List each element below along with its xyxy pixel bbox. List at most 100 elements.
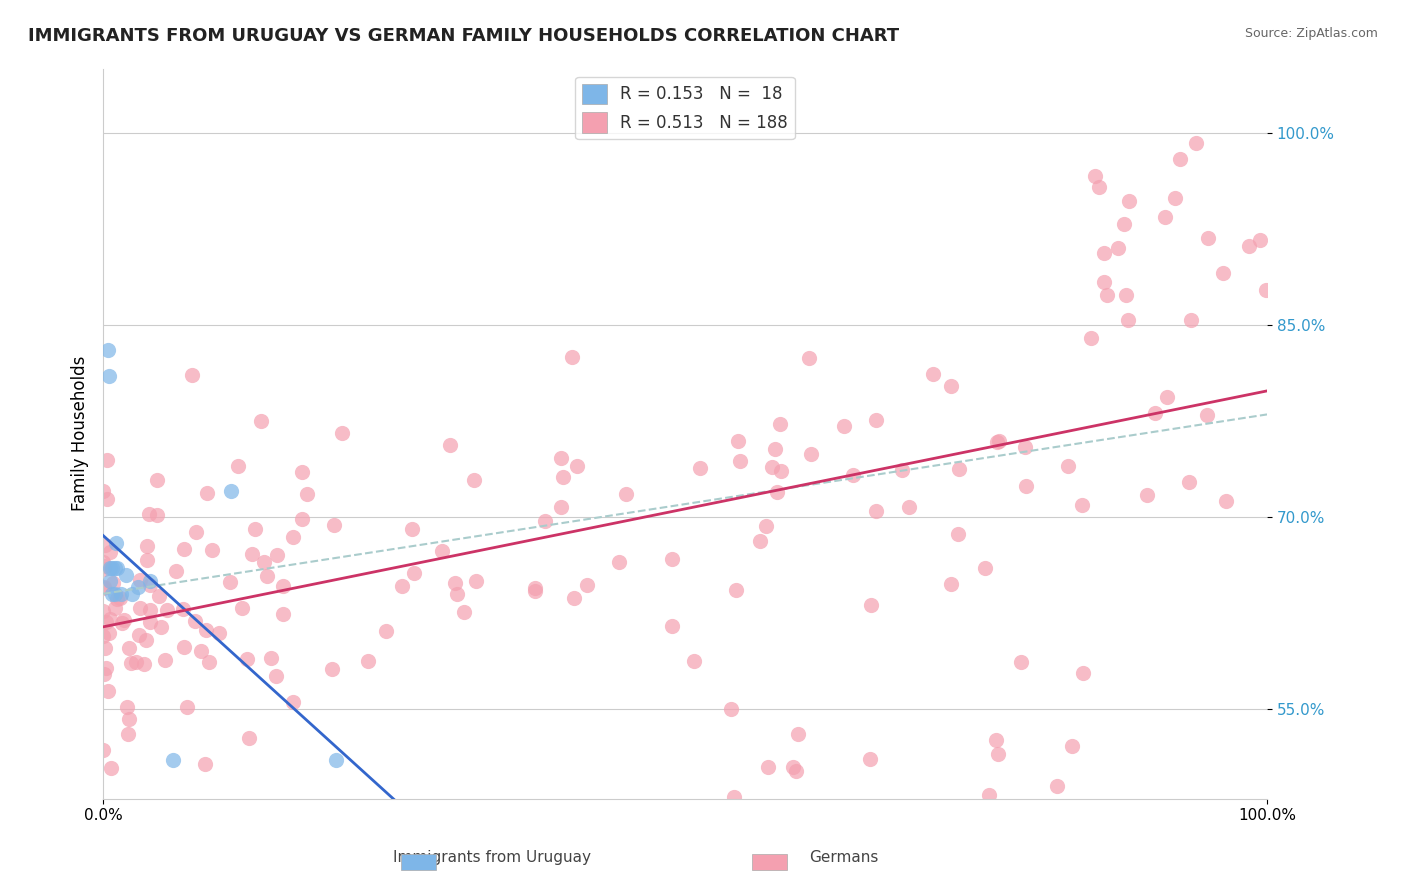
Point	[614, 486, 637, 500]
Point	[105, 591, 128, 606]
Point	[98, 545, 121, 559]
Point	[198, 655, 221, 669]
Point	[98, 625, 121, 640]
Point	[787, 727, 810, 741]
Point	[661, 552, 683, 566]
Point	[139, 615, 162, 629]
Point	[523, 584, 546, 599]
Point	[898, 500, 921, 515]
Point	[689, 460, 711, 475]
Point	[1070, 498, 1092, 512]
Point	[121, 587, 143, 601]
Point	[136, 552, 159, 566]
Point	[402, 566, 425, 580]
Legend: R = 0.153   N =  18, R = 0.513   N = 188: R = 0.153 N = 18, R = 0.513 N = 188	[575, 77, 794, 139]
Point	[533, 514, 555, 528]
Point	[100, 760, 122, 774]
Point	[1185, 136, 1208, 150]
Point	[1092, 275, 1115, 289]
Point	[321, 662, 343, 676]
Point	[1168, 152, 1191, 166]
Point	[219, 575, 242, 590]
Point	[150, 620, 173, 634]
Point	[1015, 478, 1038, 492]
Text: Source: ZipAtlas.com: Source: ZipAtlas.com	[1244, 27, 1378, 40]
Point	[891, 463, 914, 477]
Point	[96, 452, 118, 467]
Point	[439, 438, 461, 452]
Point	[240, 547, 263, 561]
Point	[984, 733, 1007, 747]
Point	[607, 555, 630, 569]
Point	[94, 615, 117, 629]
Point	[724, 582, 747, 597]
Point	[1056, 459, 1078, 474]
Point	[797, 351, 820, 365]
Point	[136, 539, 159, 553]
Point	[260, 651, 283, 665]
Point	[727, 434, 749, 448]
Point	[135, 633, 157, 648]
Point	[172, 602, 194, 616]
Point	[946, 527, 969, 541]
Point	[219, 484, 242, 499]
Point	[256, 569, 278, 583]
Point	[1073, 666, 1095, 681]
Point	[236, 652, 259, 666]
Point	[271, 579, 294, 593]
Point	[323, 518, 346, 533]
Point	[748, 533, 770, 548]
Point	[987, 747, 1010, 761]
Point	[91, 743, 114, 757]
Point	[146, 508, 169, 523]
Point	[524, 582, 547, 596]
Point	[162, 753, 184, 767]
Point	[576, 578, 599, 592]
Point	[201, 543, 224, 558]
Point	[1197, 408, 1219, 422]
Point	[860, 598, 883, 612]
Point	[117, 699, 139, 714]
Point	[922, 367, 945, 381]
Point	[1180, 312, 1202, 326]
Point	[766, 484, 789, 499]
Point	[859, 752, 882, 766]
Point	[231, 601, 253, 615]
Point	[253, 555, 276, 569]
Point	[1143, 406, 1166, 420]
Point	[325, 753, 347, 767]
Point	[1046, 779, 1069, 793]
Y-axis label: Family Households: Family Households	[72, 356, 89, 511]
Point	[283, 695, 305, 709]
Point	[1136, 488, 1159, 502]
Point	[195, 624, 218, 638]
Point	[146, 473, 169, 487]
Point	[357, 654, 380, 668]
Point	[153, 653, 176, 667]
Point	[195, 486, 218, 500]
Point	[1060, 739, 1083, 754]
Point	[553, 470, 575, 484]
Point	[1153, 210, 1175, 224]
Point	[723, 789, 745, 804]
Point	[842, 468, 865, 483]
Point	[1156, 390, 1178, 404]
Point	[132, 657, 155, 671]
Point	[1080, 331, 1102, 345]
Point	[1088, 180, 1111, 194]
Point	[91, 629, 114, 643]
Point	[1249, 233, 1271, 247]
Point	[181, 368, 204, 382]
Point	[93, 641, 115, 656]
Point	[446, 587, 468, 601]
Point	[974, 560, 997, 574]
Point	[768, 417, 790, 431]
Point	[138, 574, 160, 588]
Point	[1097, 288, 1119, 302]
Point	[430, 544, 453, 558]
Point	[761, 460, 783, 475]
Point	[156, 603, 179, 617]
Point	[245, 522, 267, 536]
Point	[453, 605, 475, 619]
Point	[94, 661, 117, 675]
